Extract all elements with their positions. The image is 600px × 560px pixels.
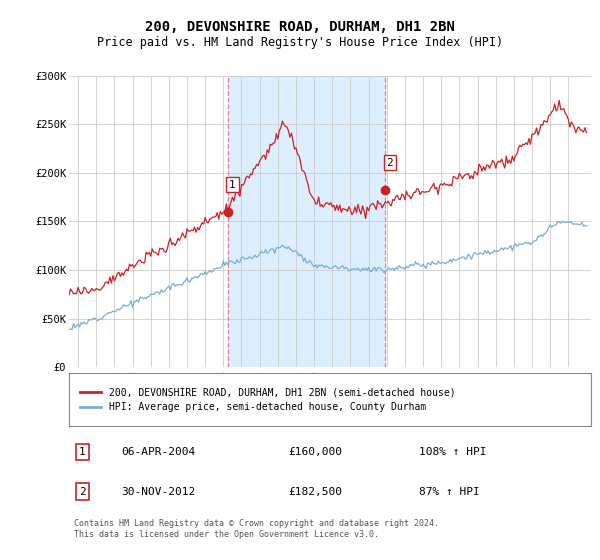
Text: Price paid vs. HM Land Registry's House Price Index (HPI): Price paid vs. HM Land Registry's House … bbox=[97, 36, 503, 49]
Text: £182,500: £182,500 bbox=[288, 487, 342, 497]
Text: 1: 1 bbox=[79, 447, 85, 457]
Text: 06-APR-2004: 06-APR-2004 bbox=[121, 447, 196, 457]
Text: £160,000: £160,000 bbox=[288, 447, 342, 457]
Legend: 200, DEVONSHIRE ROAD, DURHAM, DH1 2BN (semi-detached house), HPI: Average price,: 200, DEVONSHIRE ROAD, DURHAM, DH1 2BN (s… bbox=[74, 381, 461, 418]
Text: 87% ↑ HPI: 87% ↑ HPI bbox=[419, 487, 479, 497]
Text: 1: 1 bbox=[229, 180, 236, 189]
Text: Contains HM Land Registry data © Crown copyright and database right 2024.
This d: Contains HM Land Registry data © Crown c… bbox=[74, 519, 439, 539]
Text: 2: 2 bbox=[79, 487, 85, 497]
Bar bbox=[228, 76, 385, 367]
Text: 30-NOV-2012: 30-NOV-2012 bbox=[121, 487, 196, 497]
Text: 200, DEVONSHIRE ROAD, DURHAM, DH1 2BN: 200, DEVONSHIRE ROAD, DURHAM, DH1 2BN bbox=[145, 20, 455, 34]
Text: 108% ↑ HPI: 108% ↑ HPI bbox=[419, 447, 486, 457]
Text: 2: 2 bbox=[386, 157, 393, 167]
